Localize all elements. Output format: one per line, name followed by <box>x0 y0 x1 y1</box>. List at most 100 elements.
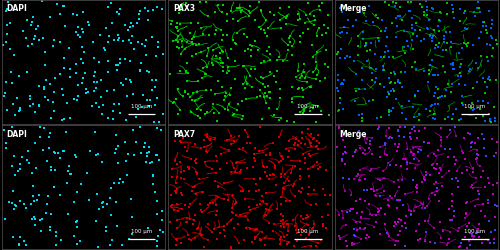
Point <box>260 164 268 168</box>
Point <box>136 70 144 74</box>
Point <box>445 169 453 173</box>
Point <box>197 51 205 55</box>
Point <box>278 186 286 190</box>
Point <box>492 181 500 185</box>
Point <box>243 83 251 87</box>
Point <box>260 96 268 100</box>
Point <box>280 181 288 185</box>
Point <box>262 19 270 23</box>
Point <box>461 235 469 239</box>
Point <box>400 30 408 34</box>
Point <box>234 7 241 11</box>
Point <box>188 38 196 42</box>
Point <box>382 212 390 216</box>
Point <box>474 198 482 202</box>
Point <box>424 55 432 59</box>
Point <box>168 175 176 179</box>
Point <box>3 24 11 28</box>
Point <box>172 191 180 195</box>
Point <box>434 149 442 153</box>
Point <box>464 72 471 76</box>
Point <box>368 213 376 217</box>
Point <box>432 114 440 117</box>
Point <box>464 114 472 118</box>
Point <box>8 164 16 168</box>
Point <box>394 129 402 133</box>
Point <box>113 12 121 16</box>
Point <box>324 65 332 69</box>
Point <box>418 181 426 185</box>
Point <box>219 50 227 54</box>
Point <box>358 79 366 83</box>
Point <box>483 86 491 90</box>
Point <box>47 212 55 216</box>
Point <box>395 217 403 221</box>
Point <box>42 79 50 83</box>
Point <box>343 244 351 248</box>
Point <box>298 233 306 237</box>
Point <box>244 135 252 139</box>
Point <box>128 81 136 85</box>
Point <box>222 72 230 76</box>
Point <box>446 46 454 50</box>
Point <box>106 243 114 247</box>
Point <box>202 150 210 154</box>
Point <box>278 235 285 239</box>
Point <box>170 100 178 104</box>
Point <box>379 69 387 73</box>
Point <box>488 230 496 234</box>
Point <box>213 209 221 213</box>
Point <box>240 50 248 54</box>
Point <box>142 54 150 58</box>
Point <box>76 36 84 40</box>
Point <box>298 153 306 157</box>
Point <box>299 217 307 221</box>
Point <box>52 243 60 247</box>
Point <box>438 138 446 142</box>
Point <box>420 178 428 182</box>
Point <box>304 2 312 6</box>
Point <box>23 70 31 74</box>
Point <box>208 167 216 171</box>
Point <box>380 86 388 90</box>
Point <box>436 168 444 172</box>
Point <box>462 168 470 172</box>
Point <box>376 232 384 236</box>
Point <box>264 84 272 88</box>
Point <box>204 47 212 51</box>
Point <box>236 168 244 172</box>
Point <box>190 186 198 190</box>
Point <box>244 205 252 209</box>
Point <box>432 85 440 89</box>
Point <box>464 28 471 32</box>
Point <box>102 229 110 233</box>
Point <box>365 99 373 103</box>
Text: DAPI: DAPI <box>6 130 28 138</box>
Point <box>260 86 268 90</box>
Point <box>97 95 105 99</box>
Point <box>143 98 151 102</box>
Point <box>232 161 240 165</box>
Point <box>354 228 362 232</box>
Point <box>212 213 220 217</box>
Point <box>385 234 393 238</box>
Point <box>112 133 120 137</box>
Point <box>365 65 373 69</box>
Point <box>269 142 277 146</box>
Point <box>294 88 302 92</box>
Point <box>447 53 455 57</box>
Point <box>348 208 356 212</box>
Point <box>172 39 179 43</box>
Point <box>358 117 366 121</box>
Point <box>450 113 458 117</box>
Point <box>111 151 119 155</box>
Point <box>60 24 68 28</box>
Point <box>10 234 18 238</box>
Point <box>40 85 48 89</box>
Point <box>340 26 348 30</box>
Point <box>50 185 58 189</box>
Point <box>431 118 439 122</box>
Point <box>110 181 118 185</box>
Point <box>471 15 479 19</box>
Point <box>4 1 12 5</box>
